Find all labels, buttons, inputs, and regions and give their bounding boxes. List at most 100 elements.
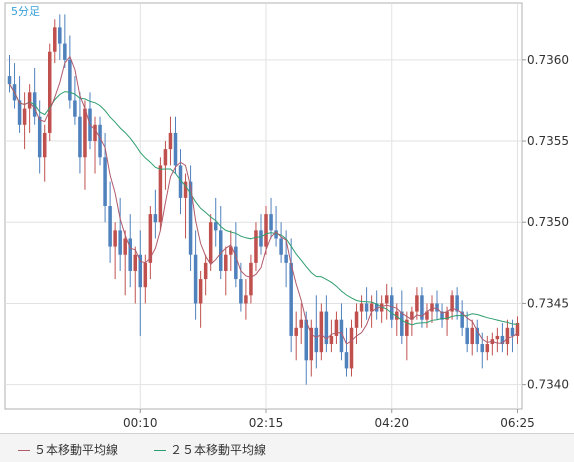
candle-body bbox=[108, 206, 112, 247]
y-axis: 0.7360 0.7355 0.7350 0.7345 0.7340 bbox=[522, 53, 569, 392]
candle bbox=[133, 246, 138, 304]
candle-body bbox=[229, 246, 233, 255]
candle-body bbox=[218, 230, 223, 271]
candle-body bbox=[163, 149, 168, 166]
candle-body bbox=[400, 311, 404, 336]
candle bbox=[329, 319, 334, 353]
candle-body bbox=[148, 214, 153, 263]
candle-body bbox=[329, 335, 334, 345]
candle-body bbox=[83, 108, 87, 158]
candle-body bbox=[234, 246, 238, 280]
candle bbox=[113, 222, 117, 280]
candle bbox=[168, 116, 173, 166]
candle-body bbox=[198, 279, 203, 304]
candle-body bbox=[244, 295, 248, 304]
candle bbox=[515, 316, 520, 345]
candles bbox=[7, 14, 520, 385]
candle-body bbox=[410, 311, 414, 320]
legend-item-ma5: ５本移動平均線 bbox=[18, 441, 118, 458]
candle-body bbox=[138, 254, 143, 288]
candle bbox=[108, 181, 112, 263]
candle bbox=[344, 327, 349, 377]
candle-body bbox=[93, 124, 97, 142]
candle bbox=[58, 14, 62, 60]
candle bbox=[42, 124, 47, 182]
candle bbox=[163, 141, 168, 190]
candle bbox=[495, 327, 500, 353]
candle bbox=[178, 149, 183, 215]
candle-body bbox=[27, 92, 32, 109]
candle-body bbox=[133, 254, 138, 271]
candle-body bbox=[354, 311, 359, 328]
candle-body bbox=[58, 27, 62, 44]
candle-body bbox=[440, 311, 444, 320]
candle bbox=[485, 335, 490, 361]
candle-body bbox=[450, 295, 454, 312]
candle bbox=[148, 206, 153, 280]
candle bbox=[183, 173, 188, 239]
y-tick-label: 0.7345 bbox=[527, 296, 569, 310]
candle-body bbox=[309, 327, 314, 361]
candle bbox=[505, 319, 510, 356]
candle bbox=[244, 279, 248, 320]
candle bbox=[460, 300, 464, 336]
candle-body bbox=[259, 230, 263, 247]
candle-body bbox=[143, 262, 148, 288]
candle bbox=[425, 303, 429, 328]
candle bbox=[203, 254, 208, 296]
x-tick-label: 06:25 bbox=[500, 416, 535, 430]
candle-body bbox=[384, 295, 389, 304]
candle-body bbox=[123, 238, 127, 255]
plot-area bbox=[4, 2, 523, 410]
candle bbox=[289, 238, 293, 353]
candle-body bbox=[128, 238, 132, 271]
candle bbox=[440, 303, 444, 328]
candle bbox=[470, 319, 474, 356]
candle-body bbox=[78, 116, 82, 158]
candle-body bbox=[405, 319, 409, 336]
candle-body bbox=[500, 335, 505, 345]
candle-body bbox=[173, 132, 178, 166]
candle-body bbox=[103, 157, 107, 206]
ma25-swatch bbox=[154, 450, 166, 451]
candle bbox=[279, 222, 283, 263]
chart-title: 5分足 bbox=[11, 5, 40, 18]
candle-body bbox=[395, 311, 399, 320]
candle-body bbox=[53, 27, 57, 52]
candle bbox=[334, 311, 339, 345]
candle bbox=[188, 165, 193, 271]
candle-body bbox=[153, 214, 158, 223]
candle-body bbox=[374, 303, 379, 312]
candle bbox=[374, 290, 379, 320]
candle bbox=[118, 197, 122, 271]
candle bbox=[198, 270, 203, 328]
candle-body bbox=[254, 230, 258, 263]
candle bbox=[158, 157, 163, 231]
candle-body bbox=[389, 295, 394, 320]
candle bbox=[319, 303, 324, 361]
x-tick-label: 02:15 bbox=[249, 416, 284, 430]
candle bbox=[354, 303, 359, 345]
candle-body bbox=[7, 76, 12, 85]
candle bbox=[83, 100, 87, 190]
candle-body bbox=[314, 327, 319, 353]
candle-body bbox=[359, 303, 364, 312]
candle bbox=[420, 287, 424, 328]
candle-body bbox=[63, 43, 67, 60]
candle-body bbox=[505, 327, 510, 345]
candle-body bbox=[68, 59, 72, 101]
candle bbox=[7, 54, 12, 93]
candle bbox=[324, 295, 329, 353]
candle bbox=[339, 303, 344, 361]
candle bbox=[259, 214, 263, 255]
candle-body bbox=[158, 165, 163, 223]
candle bbox=[123, 230, 127, 296]
ma25-line bbox=[9, 83, 518, 326]
candle-body bbox=[445, 311, 449, 320]
candle-body bbox=[284, 254, 288, 263]
candle bbox=[153, 189, 158, 239]
candle bbox=[208, 214, 213, 271]
y-tick-label: 0.7355 bbox=[527, 134, 569, 148]
candle bbox=[309, 319, 314, 377]
candle-body bbox=[208, 222, 213, 263]
